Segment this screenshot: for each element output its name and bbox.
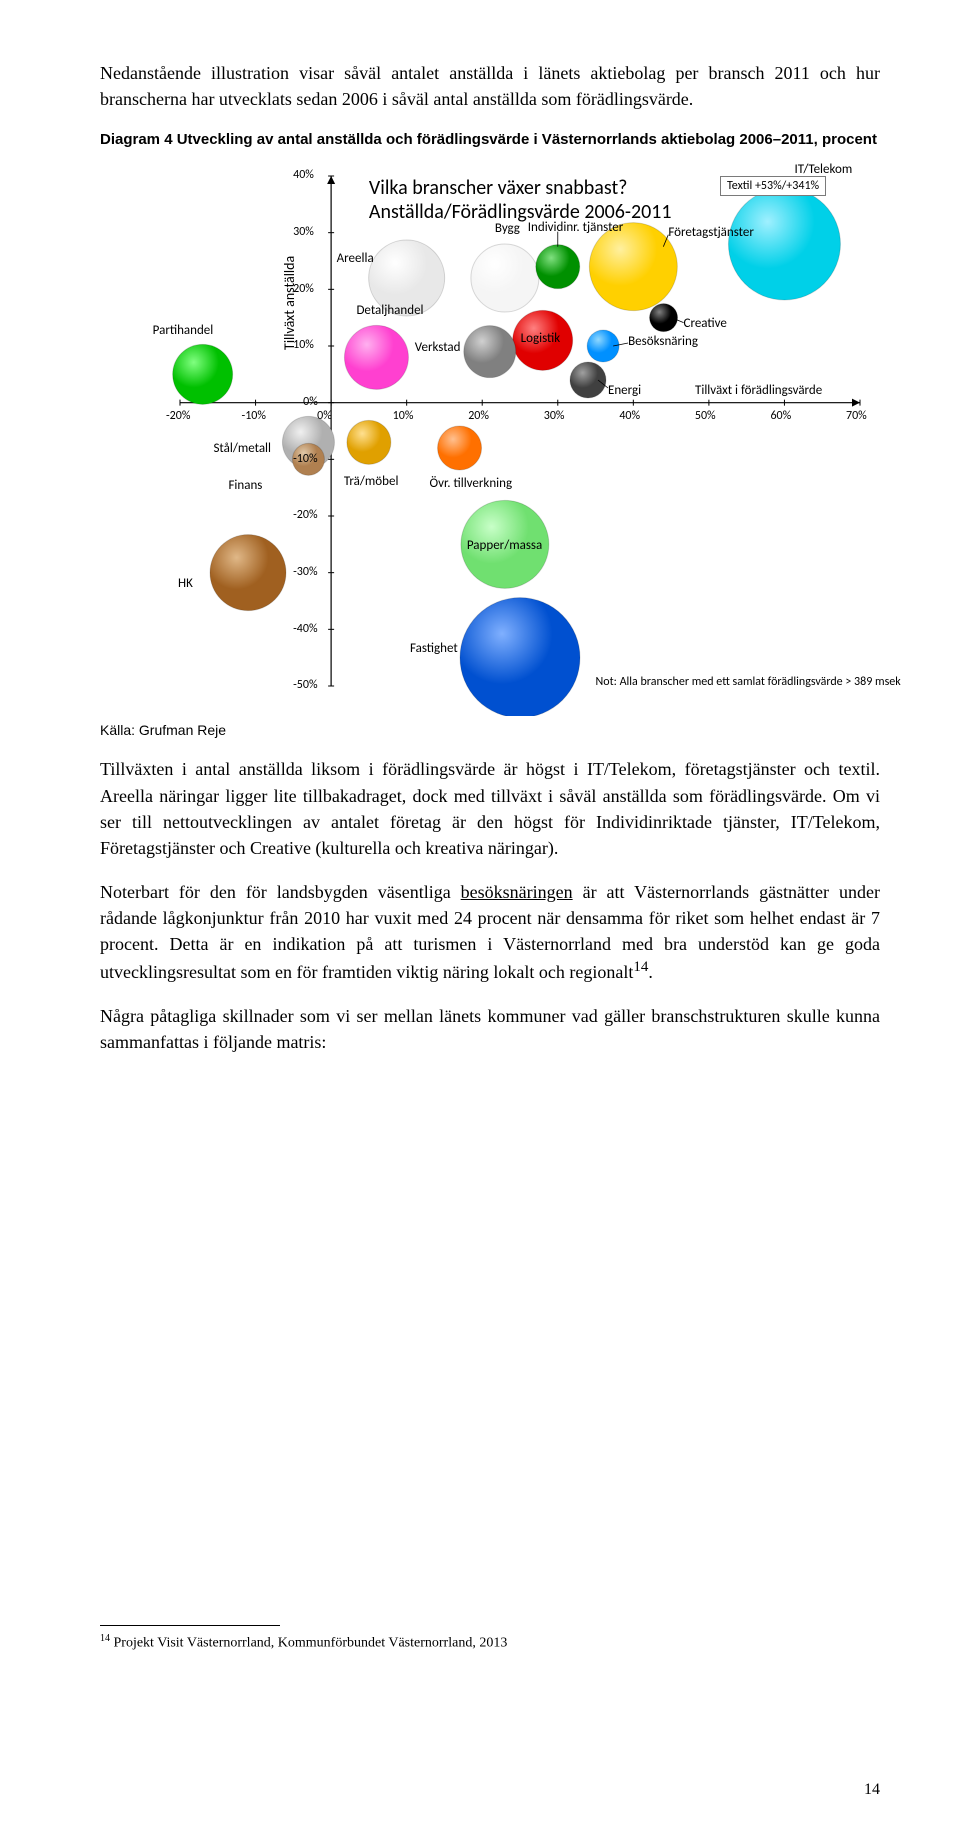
chart-label: Papper/massa [467,538,542,553]
chart-label: 50% [695,409,716,423]
chart-label: Fastighet [410,641,458,656]
chart-label: 10% [393,409,414,423]
chart-label: Not: Alla branscher med ett samlat föräd… [596,675,901,689]
chart-label: Logistik [521,331,561,346]
paragraph-3: Några påtagliga skillnader som vi ser me… [100,1003,880,1055]
paragraph-2: Noterbart för den för landsbygden väsent… [100,879,880,985]
chart-label: Finans [228,478,262,493]
chart-label: Företagstjänster [668,225,754,240]
diagram-caption: Diagram 4 Utveckling av antal anställda … [100,130,880,150]
chart-label: 40% [619,409,640,423]
chart-label: IT/Telekom [794,162,852,177]
chart-label: Energi [608,383,641,398]
chart-label: -10% [242,409,266,423]
p2-pre: Noterbart för den för landsbygden väsent… [100,882,461,902]
chart-label: Verkstad [415,340,461,355]
page-number: 14 [864,1781,880,1799]
chart-label: -20% [166,409,190,423]
chart-label: -10% [293,452,317,466]
chart-label: 0% [303,395,318,409]
p2-sup: 14 [633,959,648,975]
chart-label: Trä/möbel [344,474,399,489]
chart-source: Källa: Grufman Reje [100,722,880,738]
bubble-chart: -20% -10% 0% 10% 20% 30% 40% 50% 60% 70% -50% -40% -… [100,156,880,716]
chart-label: Partihandel [153,323,214,338]
chart-label: 60% [770,409,791,423]
chart-label: Besöksnäring [628,334,698,349]
chart-callout-box: Textil +53%/+341% [720,176,826,196]
chart-label: Övr. tillverkning [430,476,513,491]
chart-label: Areella [337,251,374,266]
p2-end: . [648,962,653,982]
p2-underline: besöksnäringen [461,882,573,902]
chart-label: Creative [684,316,727,331]
chart-label: Individinr. tjänster [528,220,624,235]
chart-label: 0% [317,409,332,423]
chart-label: -20% [293,508,317,522]
chart-label: Detaljhandel [356,303,423,318]
footnote-text: Projekt Visit Västernorrland, Kommunförb… [110,1636,507,1651]
footnote: 14 Projekt Visit Västernorrland, Kommunf… [100,1632,880,1653]
y-axis-label: Tillväxt anställda [281,256,298,350]
chart-label: 40% [293,168,314,182]
footnote-number: 14 [100,1633,110,1644]
chart-label: HK [178,576,193,591]
chart-label: 70% [846,409,867,423]
footnote-rule [100,1625,280,1626]
intro-paragraph: Nedanstående illustration visar såväl an… [100,60,880,112]
chart-title-2: Anställda/Förädlingsvärde 2006-2011 [369,200,672,224]
chart-title-1: Vilka branscher växer snabbast? [369,176,628,200]
chart-label: 30% [293,225,314,239]
paragraph-1: Tillväxten i antal anställda liksom i fö… [100,756,880,860]
chart-label: Stål/metall [213,441,271,456]
chart-label: -30% [293,565,317,579]
chart-label: -50% [293,678,317,692]
chart-label: 30% [544,409,565,423]
chart-label: Tillväxt i förädlingsvärde [695,383,822,398]
chart-label: 20% [468,409,489,423]
chart-label: -40% [293,622,317,636]
chart-label: Bygg [495,221,520,236]
